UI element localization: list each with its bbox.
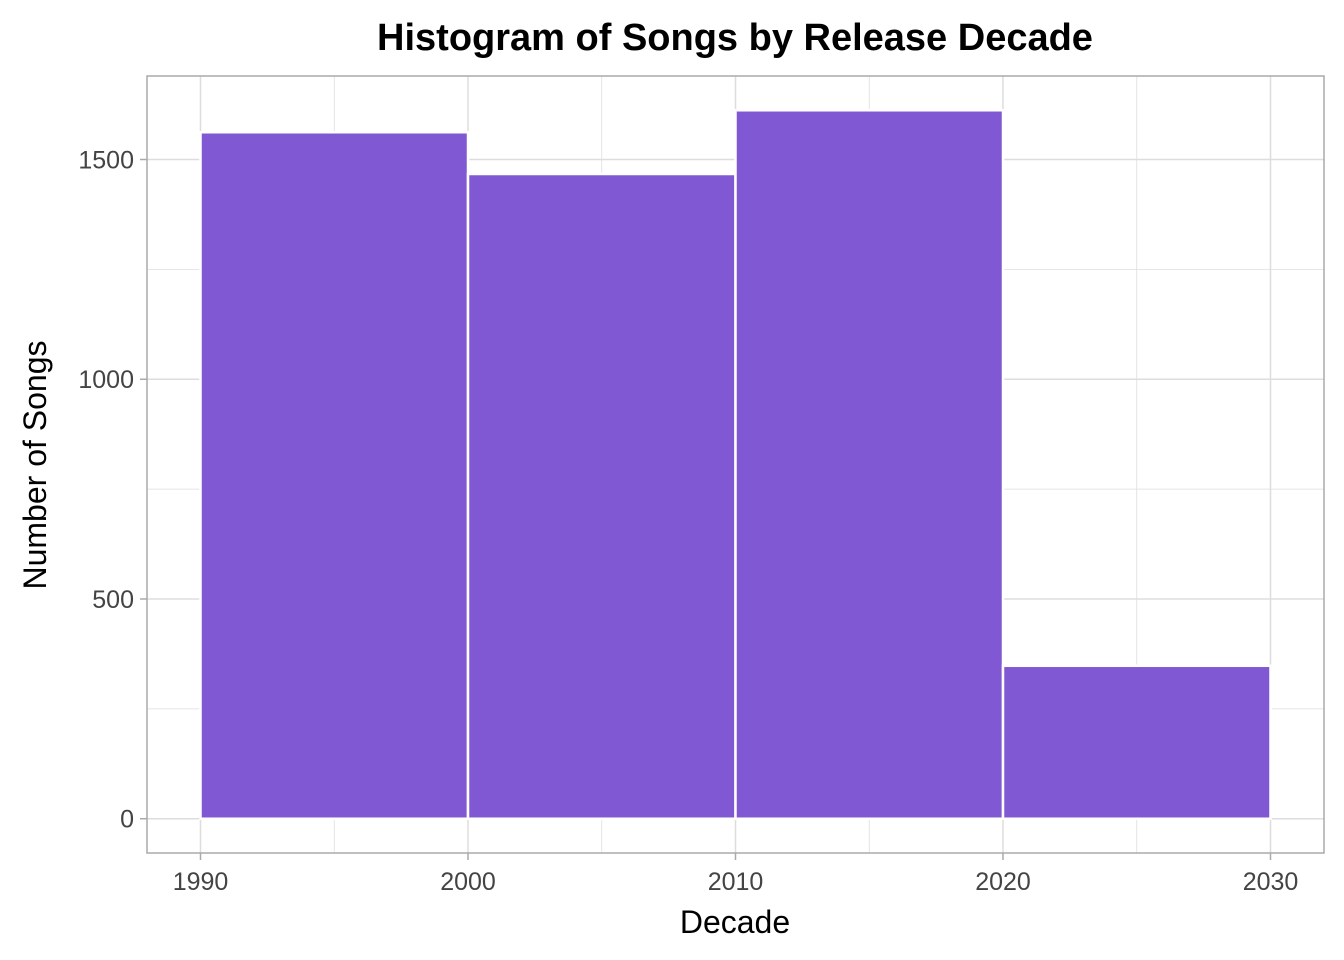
histogram-bar [466, 172, 737, 820]
y-tick-label: 1500 [78, 147, 134, 175]
y-axis-title: Number of Songs [17, 340, 53, 589]
histogram-bars [199, 109, 1272, 820]
histogram-bar [734, 109, 1005, 820]
x-tick-label: 2020 [975, 868, 1031, 896]
x-tick-label: 2000 [440, 868, 496, 896]
y-tick-label: 500 [92, 586, 134, 614]
histogram-bar [1001, 664, 1272, 820]
y-tick-label: 1000 [78, 366, 134, 394]
x-tick-label: 2010 [708, 868, 764, 896]
x-tick-label: 2030 [1243, 868, 1299, 896]
chart-title: Histogram of Songs by Release Decade [377, 17, 1093, 59]
histogram-bar [199, 131, 470, 820]
x-axis-title: Decade [680, 904, 790, 940]
axis-ticks: 1990 2000 2010 2020 2030 0 500 1000 1500 [78, 147, 1298, 896]
y-tick-label: 0 [120, 806, 134, 834]
x-tick-label: 1990 [173, 868, 229, 896]
